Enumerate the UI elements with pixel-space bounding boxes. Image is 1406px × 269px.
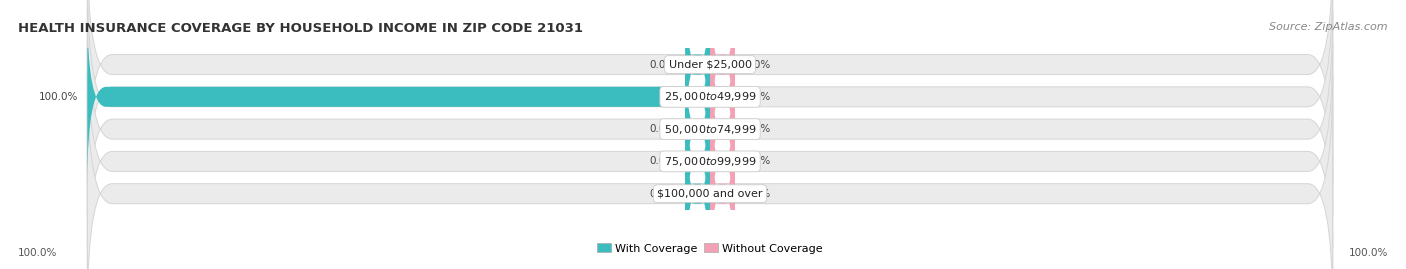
FancyBboxPatch shape xyxy=(710,0,735,151)
Text: $100,000 and over: $100,000 and over xyxy=(657,189,763,199)
Text: 0.0%: 0.0% xyxy=(744,189,770,199)
Text: 100.0%: 100.0% xyxy=(38,92,77,102)
FancyBboxPatch shape xyxy=(685,0,710,151)
FancyBboxPatch shape xyxy=(685,42,710,216)
FancyBboxPatch shape xyxy=(87,0,1333,184)
FancyBboxPatch shape xyxy=(87,10,1333,248)
FancyBboxPatch shape xyxy=(87,42,1333,269)
FancyBboxPatch shape xyxy=(685,107,710,269)
FancyBboxPatch shape xyxy=(685,75,710,248)
Text: 0.0%: 0.0% xyxy=(650,189,676,199)
Text: 100.0%: 100.0% xyxy=(18,248,58,258)
FancyBboxPatch shape xyxy=(710,42,735,216)
Text: Under $25,000: Under $25,000 xyxy=(668,59,752,70)
Text: 0.0%: 0.0% xyxy=(650,59,676,70)
Text: 0.0%: 0.0% xyxy=(744,156,770,167)
Text: 0.0%: 0.0% xyxy=(744,59,770,70)
Text: HEALTH INSURANCE COVERAGE BY HOUSEHOLD INCOME IN ZIP CODE 21031: HEALTH INSURANCE COVERAGE BY HOUSEHOLD I… xyxy=(18,22,583,34)
Text: $25,000 to $49,999: $25,000 to $49,999 xyxy=(664,90,756,103)
FancyBboxPatch shape xyxy=(87,0,1333,216)
Text: 0.0%: 0.0% xyxy=(744,92,770,102)
FancyBboxPatch shape xyxy=(710,10,735,184)
Text: $50,000 to $74,999: $50,000 to $74,999 xyxy=(664,123,756,136)
FancyBboxPatch shape xyxy=(87,75,1333,269)
FancyBboxPatch shape xyxy=(710,107,735,269)
Text: 0.0%: 0.0% xyxy=(650,124,676,134)
Text: 0.0%: 0.0% xyxy=(650,156,676,167)
FancyBboxPatch shape xyxy=(87,10,710,184)
FancyBboxPatch shape xyxy=(710,75,735,248)
Text: 0.0%: 0.0% xyxy=(744,124,770,134)
Legend: With Coverage, Without Coverage: With Coverage, Without Coverage xyxy=(595,241,825,256)
Text: 100.0%: 100.0% xyxy=(1348,248,1388,258)
Text: $75,000 to $99,999: $75,000 to $99,999 xyxy=(664,155,756,168)
Text: Source: ZipAtlas.com: Source: ZipAtlas.com xyxy=(1270,22,1388,31)
